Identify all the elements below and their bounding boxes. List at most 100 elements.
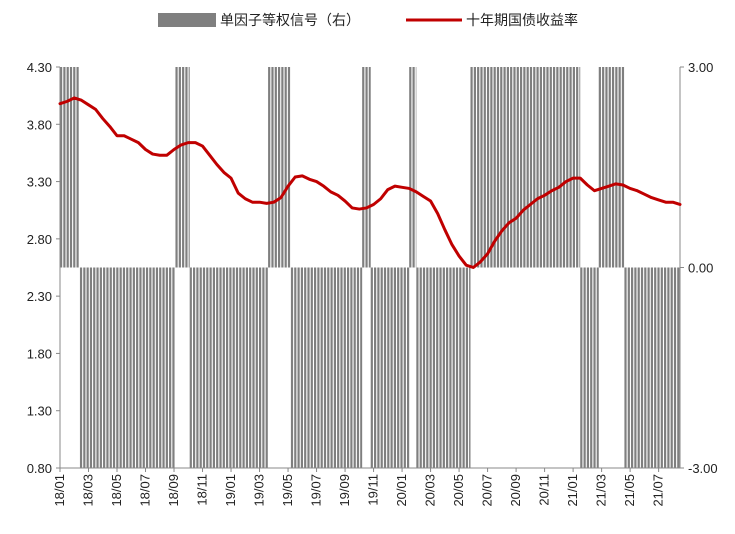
signal-bar: [360, 267, 363, 468]
signal-bar: [106, 267, 109, 468]
signal-bar: [182, 67, 185, 268]
left-tick-label: 2.80: [27, 232, 52, 247]
signal-bar: [229, 267, 232, 468]
signal-bar: [432, 267, 436, 468]
signal-bar: [473, 67, 476, 268]
signal-bar: [529, 67, 533, 268]
signal-bar: [109, 267, 112, 468]
signal-bar: [327, 267, 330, 468]
signal-bar: [583, 267, 586, 468]
signal-bar: [500, 67, 503, 268]
signal-bar: [455, 267, 459, 468]
signal-bar: [596, 267, 599, 468]
signal-bar: [436, 267, 439, 468]
signal-bar: [235, 267, 239, 468]
signal-bar: [239, 267, 242, 468]
signal-bar: [439, 267, 442, 468]
signal-bar: [446, 267, 449, 468]
signal-bar: [627, 267, 630, 468]
signal-bar: [252, 267, 255, 468]
signal-bar: [374, 267, 377, 468]
signal-bar: [185, 67, 188, 268]
signal-bar: [387, 267, 390, 468]
signal-bar: [222, 267, 225, 468]
signal-bar: [242, 267, 245, 468]
x-ticks: 18/01 18/03 18/05 18/07 18/09 18/11 19/01 19/03…: [52, 468, 666, 507]
signal-bar: [605, 67, 608, 268]
x-tick-label: 18/05: [109, 474, 124, 507]
x-tick-label: 19/09: [337, 474, 352, 507]
signal-bar: [419, 267, 422, 468]
signal-bar: [383, 267, 387, 468]
signal-bar: [510, 67, 513, 268]
signal-bar: [152, 267, 155, 468]
right-tick-label: 0.00: [688, 261, 713, 276]
signal-bar: [618, 67, 621, 268]
x-tick-label: 20/11: [537, 474, 552, 506]
signal-bar: [139, 267, 142, 468]
signal-bar: [593, 267, 596, 468]
signal-bar: [416, 267, 419, 468]
left-y-ticks: 4.30 3.80 3.30 2.80 2.30 1.80 1.30 0.80: [27, 60, 60, 476]
signal-bar: [631, 267, 634, 468]
x-tick-label: 18/01: [52, 474, 67, 507]
signal-bar: [142, 267, 145, 468]
signal-bar: [89, 267, 93, 468]
signal-bar: [262, 267, 265, 468]
x-tick-label: 20/05: [451, 474, 466, 507]
signal-bar: [323, 267, 327, 468]
signal-bar: [284, 67, 287, 268]
signal-bar: [380, 267, 383, 468]
signal-bar: [353, 267, 356, 468]
left-tick-label: 3.30: [27, 175, 52, 190]
signal-bar: [86, 267, 89, 468]
signal-bar: [569, 67, 572, 268]
signal-bar: [580, 267, 583, 468]
yield-line: [58, 96, 682, 269]
signal-bar: [449, 267, 452, 468]
signal-bar: [175, 67, 178, 268]
left-tick-label: 3.80: [27, 117, 52, 132]
signal-bar: [343, 267, 346, 468]
signal-bar: [320, 267, 323, 468]
signal-bar: [136, 267, 139, 468]
signal-bar: [667, 267, 670, 468]
signal-bar: [304, 267, 307, 468]
left-tick-label: 1.30: [27, 404, 52, 419]
signal-bar: [677, 267, 680, 468]
x-tick-label: 18/07: [138, 474, 153, 507]
signal-bar: [549, 67, 552, 268]
signal-bar: [503, 67, 506, 268]
signal-bar: [426, 267, 429, 468]
signal-bar: [647, 267, 650, 468]
x-tick-label: 21/03: [594, 474, 609, 507]
right-tick-label: -3.00: [688, 461, 718, 476]
signal-bar: [377, 267, 380, 468]
signal-bar: [314, 267, 317, 468]
signal-bar: [226, 267, 229, 468]
signal-bar: [533, 67, 536, 268]
signal-bar: [477, 67, 480, 268]
signal-bar: [69, 67, 73, 268]
signal-bar: [297, 267, 300, 468]
signal-bar: [415, 67, 417, 268]
signal-bar: [232, 267, 235, 468]
signal-bar: [598, 67, 601, 268]
signal-bar: [590, 267, 593, 468]
legend: 单因子等权信号（右） 十年期国债收益率: [158, 12, 578, 29]
x-tick-label: 19/07: [309, 474, 324, 507]
signal-bar: [199, 267, 202, 468]
signal-bar: [126, 267, 129, 468]
signal-bars: [60, 67, 680, 468]
signal-bar: [572, 67, 575, 268]
signal-bar: [576, 67, 579, 268]
signal-bar: [586, 267, 590, 468]
signal-bar: [317, 267, 320, 468]
signal-bar: [132, 267, 135, 468]
legend-line-label: 十年期国债收益率: [466, 12, 578, 29]
signal-bar: [188, 67, 190, 268]
x-tick-label: 20/09: [508, 474, 523, 507]
left-tick-label: 0.80: [27, 461, 52, 476]
signal-bar: [543, 67, 546, 268]
